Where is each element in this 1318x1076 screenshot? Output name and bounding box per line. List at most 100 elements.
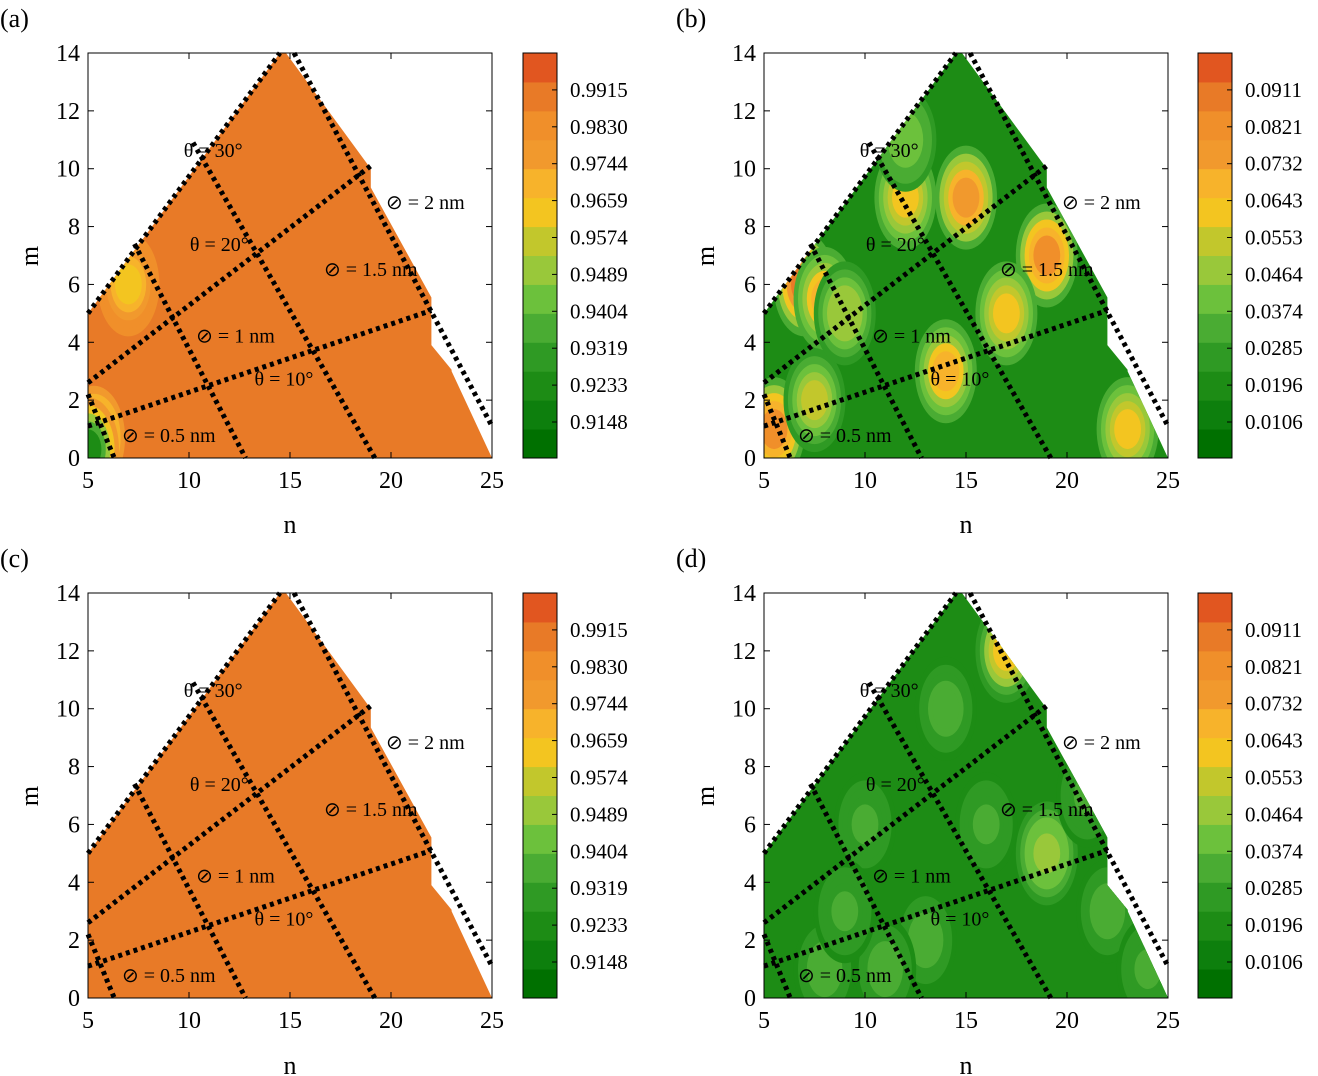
colorbar-band: [523, 197, 557, 228]
colorbar-band: [523, 853, 557, 883]
colorbar-band: [1198, 255, 1232, 285]
diameter-line: [761, 393, 793, 459]
diameter-line: [808, 242, 924, 460]
y-tick-label: 12: [56, 99, 80, 125]
colorbar-frame: [522, 592, 558, 999]
heatmap-hotspot: [1033, 235, 1061, 276]
diameter-line: [85, 933, 117, 999]
colorbar-tick-label: 0.9148: [570, 410, 628, 434]
colorbar-band: [1198, 342, 1232, 372]
colorbar-frame: [1197, 592, 1233, 999]
y-tick-label: 14: [732, 41, 756, 67]
colorbar-tick-label: 0.9659: [570, 189, 628, 213]
angle-line: [762, 703, 1049, 925]
colorbar-band: [523, 621, 557, 652]
y-tick-label: 10: [732, 697, 756, 723]
y-tick-label: 6: [744, 812, 756, 838]
annotation: ⊘ = 1.5 nm: [324, 259, 418, 281]
heatmap-hotspot: [932, 688, 960, 729]
y-tick-label: 2: [68, 388, 80, 414]
colorbar-band: [1198, 371, 1232, 401]
y-tick-label: 12: [732, 639, 756, 665]
y-tick-label: 6: [68, 812, 80, 838]
annotation: θ = 30°: [860, 140, 919, 162]
heatmap-hotspot: [1114, 409, 1141, 450]
colorbar-tick-label: 0.9148: [570, 950, 628, 974]
angle-line: [762, 163, 1049, 385]
colorbar-band: [523, 766, 557, 796]
colorbar-band: [1198, 139, 1232, 170]
colorbar-band: [523, 168, 557, 199]
heatmap-hotspot: [932, 351, 960, 392]
diameter-line: [967, 591, 1171, 968]
diameter-line: [291, 591, 495, 968]
diameter-line: [808, 782, 924, 1000]
colorbar-tick-label: 0.0464: [1245, 802, 1303, 826]
colorbar-band: [1198, 621, 1232, 652]
colorbar-band: [1198, 284, 1232, 314]
x-tick-label: 10: [853, 1008, 877, 1034]
annotation: ⊘ = 2 nm: [386, 192, 465, 214]
colorbar-band: [1198, 737, 1232, 768]
colorbar-band: [1198, 429, 1232, 459]
annotation: ⊘ = 1.5 nm: [1000, 259, 1094, 281]
diameter-line: [85, 393, 117, 459]
y-axis-label: m: [691, 246, 720, 266]
diameter-line: [761, 933, 793, 999]
colorbar-band: [523, 110, 557, 141]
heatmap-field: [88, 53, 492, 458]
colorbar-tick-label: 0.0821: [1245, 115, 1303, 139]
colorbar-band: [1198, 882, 1232, 912]
panel-1: (b) θ = 30° θ = 20° θ = 10° ⊘ = 2 nm ⊘ = 1.5 …: [676, 4, 1303, 539]
x-tick-label: 5: [758, 468, 770, 494]
heatmap-hotspot: [811, 949, 838, 990]
colorbar-tick-label: 0.0732: [1245, 152, 1303, 176]
colorbar-tick-label: 0.0553: [1245, 766, 1303, 790]
diameter-line: [967, 51, 1171, 428]
colorbar-tick-label: 0.0196: [1245, 913, 1303, 937]
y-tick-label: 2: [68, 928, 80, 954]
x-axis-label: n: [960, 510, 973, 539]
panel-3: (d) θ = 30° θ = 20° θ = 10° ⊘ = 2 nm ⊘ = 1.5 …: [676, 544, 1303, 1076]
annotation: θ = 20°: [866, 234, 925, 256]
colorbar-band: [523, 284, 557, 314]
colorbar-band: [1198, 679, 1232, 710]
heatmap-hotspot: [764, 409, 788, 450]
colorbar-tick-label: 0.9404: [570, 299, 628, 323]
panel-label: (d): [676, 544, 706, 573]
panel-label: (a): [0, 4, 29, 33]
colorbar-band: [523, 593, 557, 623]
annotation: θ = 10°: [931, 369, 990, 391]
x-tick-label: 10: [177, 1008, 201, 1034]
y-tick-label: 8: [68, 755, 80, 781]
x-tick-label: 20: [379, 1008, 403, 1034]
colorbar-band: [523, 882, 557, 912]
y-axis-label: m: [691, 786, 720, 806]
x-tick-label: 25: [480, 468, 504, 494]
x-tick-label: 15: [954, 468, 978, 494]
x-tick-label: 10: [853, 468, 877, 494]
annotation: ⊘ = 1 nm: [196, 865, 275, 887]
colorbar-band: [1198, 824, 1232, 854]
colorbar-band: [523, 81, 557, 112]
colorbar-tick-label: 0.9489: [570, 802, 628, 826]
colorbar-tick-label: 0.9744: [570, 152, 628, 176]
y-tick-label: 12: [56, 639, 80, 665]
annotation: θ = 30°: [184, 140, 243, 162]
colorbar-band: [1198, 81, 1232, 112]
y-axis-label: m: [15, 246, 44, 266]
colorbar-band: [523, 911, 557, 941]
colorbar-band: [1198, 226, 1232, 256]
x-tick-label: 25: [480, 1008, 504, 1034]
heatmap-field: [764, 53, 1168, 458]
heatmap-hotspot: [993, 293, 1020, 334]
y-tick-label: 0: [68, 986, 80, 1012]
colorbar-band: [1198, 969, 1232, 999]
colorbar-tick-label: 0.0106: [1245, 950, 1303, 974]
annotation: ⊘ = 1.5 nm: [324, 799, 418, 821]
colorbar-tick-label: 0.0106: [1245, 410, 1303, 434]
colorbar-band: [1198, 940, 1232, 970]
x-axis-label: n: [960, 1051, 973, 1076]
y-tick-label: 6: [68, 272, 80, 298]
colorbar-band: [523, 679, 557, 710]
